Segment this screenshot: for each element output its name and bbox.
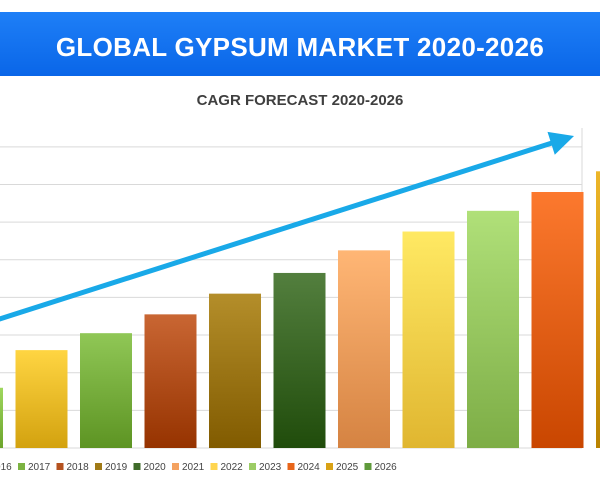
trend-arrow-head xyxy=(547,131,574,155)
bar-2015 xyxy=(0,387,3,448)
bar-2021 xyxy=(338,250,390,448)
page-title: GLOBAL GYPSUM MARKET 2020-2026 xyxy=(55,32,545,62)
legend-label-2017: 2017 xyxy=(28,462,51,473)
legend-swatch-2025 xyxy=(326,463,333,470)
legend-swatch-2020 xyxy=(133,463,141,470)
legend-label-2026: 2026 xyxy=(375,462,398,473)
legend-label-2023: 2023 xyxy=(259,462,282,473)
legend-swatch-2022 xyxy=(210,463,218,470)
legend-label-2022: 2022 xyxy=(221,462,244,473)
legend: 2015201620172018201920202021202220232024… xyxy=(0,462,397,473)
bar-2025 xyxy=(596,171,600,448)
bar-2017 xyxy=(80,333,132,448)
bar-2020 xyxy=(273,272,326,448)
legend-label-2021: 2021 xyxy=(182,462,205,473)
legend-swatch-2018 xyxy=(56,463,64,470)
title-banner xyxy=(0,12,600,76)
legend-label-2016: 2016 xyxy=(0,462,12,473)
trend-arrow xyxy=(0,131,574,322)
bar-2022 xyxy=(402,231,455,448)
legend-swatch-2021 xyxy=(172,463,179,470)
bar-2024 xyxy=(531,192,584,448)
legend-swatch-2023 xyxy=(249,463,256,470)
legend-swatch-2019 xyxy=(95,463,102,470)
legend-label-2024: 2024 xyxy=(298,462,321,473)
bar-2016 xyxy=(15,350,68,448)
legend-label-2019: 2019 xyxy=(105,462,128,473)
legend-label-2025: 2025 xyxy=(336,462,359,473)
bar-2023 xyxy=(467,210,519,448)
legend-swatch-2024 xyxy=(287,463,295,470)
trend-arrow-shaft xyxy=(0,140,554,322)
bars xyxy=(0,171,600,448)
bar-2019 xyxy=(209,293,261,448)
chart-title: CAGR FORECAST 2020-2026 xyxy=(196,92,404,109)
bar-2018 xyxy=(144,314,197,448)
legend-label-2020: 2020 xyxy=(144,462,167,473)
legend-swatch-2026 xyxy=(364,463,372,470)
legend-swatch-2017 xyxy=(18,463,25,470)
legend-label-2018: 2018 xyxy=(67,462,90,473)
